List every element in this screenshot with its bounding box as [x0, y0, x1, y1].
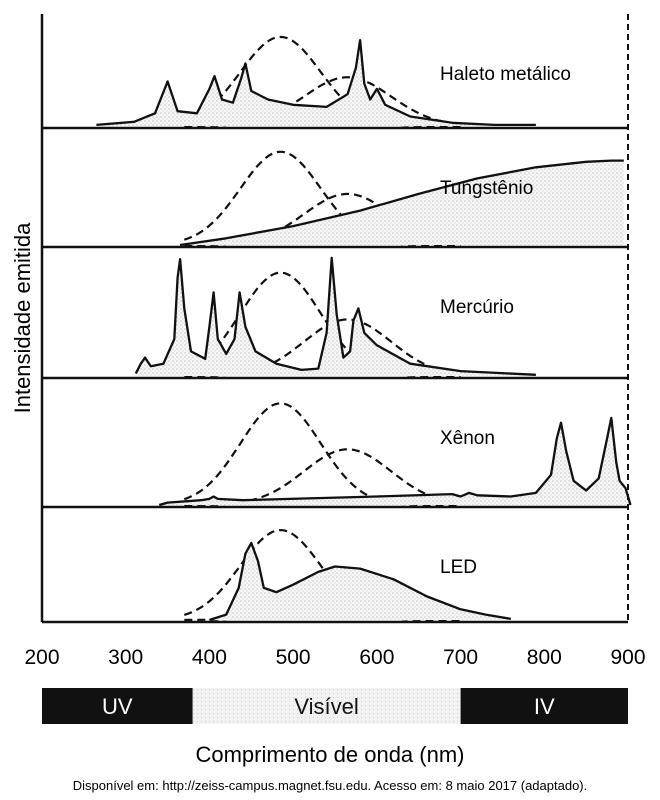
x-tick-label: 400	[192, 646, 227, 669]
x-tick-label: 600	[359, 646, 394, 669]
emission-fill	[159, 417, 631, 505]
emission-peak	[244, 58, 247, 61]
emission-peak	[250, 538, 253, 541]
panel: Haleto metálico	[96, 35, 571, 128]
x-tick-label: 200	[24, 646, 59, 669]
emission-peak	[213, 71, 216, 74]
x-axis-ticks: 200 300 400 500 600 700 800 900	[24, 646, 645, 669]
panel: Mercúrio	[134, 252, 536, 378]
emission-line	[179, 159, 624, 247]
x-tick-label: 800	[527, 646, 562, 669]
source-note: Disponível em: http://zeiss-campus.magne…	[73, 778, 588, 793]
band-segment	[192, 688, 461, 724]
x-axis-label: Comprimento de onda (nm)	[195, 742, 464, 767]
band-segment	[460, 688, 628, 724]
emission-peak	[238, 287, 241, 290]
x-tick-label: 500	[276, 646, 311, 669]
x-tick-label: 300	[108, 646, 143, 669]
emission-peak	[560, 417, 563, 420]
band-label: IV	[534, 694, 555, 719]
emission-peak	[330, 252, 333, 255]
x-tick-label: 900	[610, 646, 645, 669]
panel: Xênon	[158, 402, 632, 507]
x-tick-label: 700	[443, 646, 478, 669]
spectrum-band: UV Visível IV	[42, 688, 628, 724]
emission-fill	[96, 40, 536, 126]
panel: Tungstênio	[179, 150, 624, 247]
panel-label: Haleto metálico	[440, 64, 571, 85]
band-label: Visível	[294, 694, 358, 719]
panel-label: Mercúrio	[440, 297, 514, 318]
plot-frame	[40, 14, 629, 624]
emission-line	[134, 256, 536, 376]
emission-line	[209, 541, 511, 622]
emission-peak	[179, 254, 182, 257]
emission-line	[96, 38, 536, 127]
panels: Haleto metálico Tungstênio Mercúrio Xênon LE…	[40, 14, 632, 624]
y-axis-label: Intensidade emitida	[10, 222, 35, 414]
emission-peak	[359, 35, 362, 38]
emission-peak	[610, 412, 613, 415]
emission-fill	[180, 160, 624, 245]
band-label: UV	[102, 694, 133, 719]
panel-label: Tungstênio	[440, 178, 533, 199]
emission-peak	[334, 561, 337, 564]
emission-peak	[166, 76, 169, 79]
emission-line	[158, 416, 632, 507]
emission-peak	[357, 303, 360, 306]
emission-fill	[135, 257, 536, 376]
emission-peak	[212, 287, 215, 290]
panel: LED	[183, 528, 511, 622]
band-segment	[42, 688, 193, 724]
panel-label: LED	[440, 557, 477, 578]
emission-peak	[375, 83, 378, 86]
panel-label: Xênon	[440, 428, 495, 449]
